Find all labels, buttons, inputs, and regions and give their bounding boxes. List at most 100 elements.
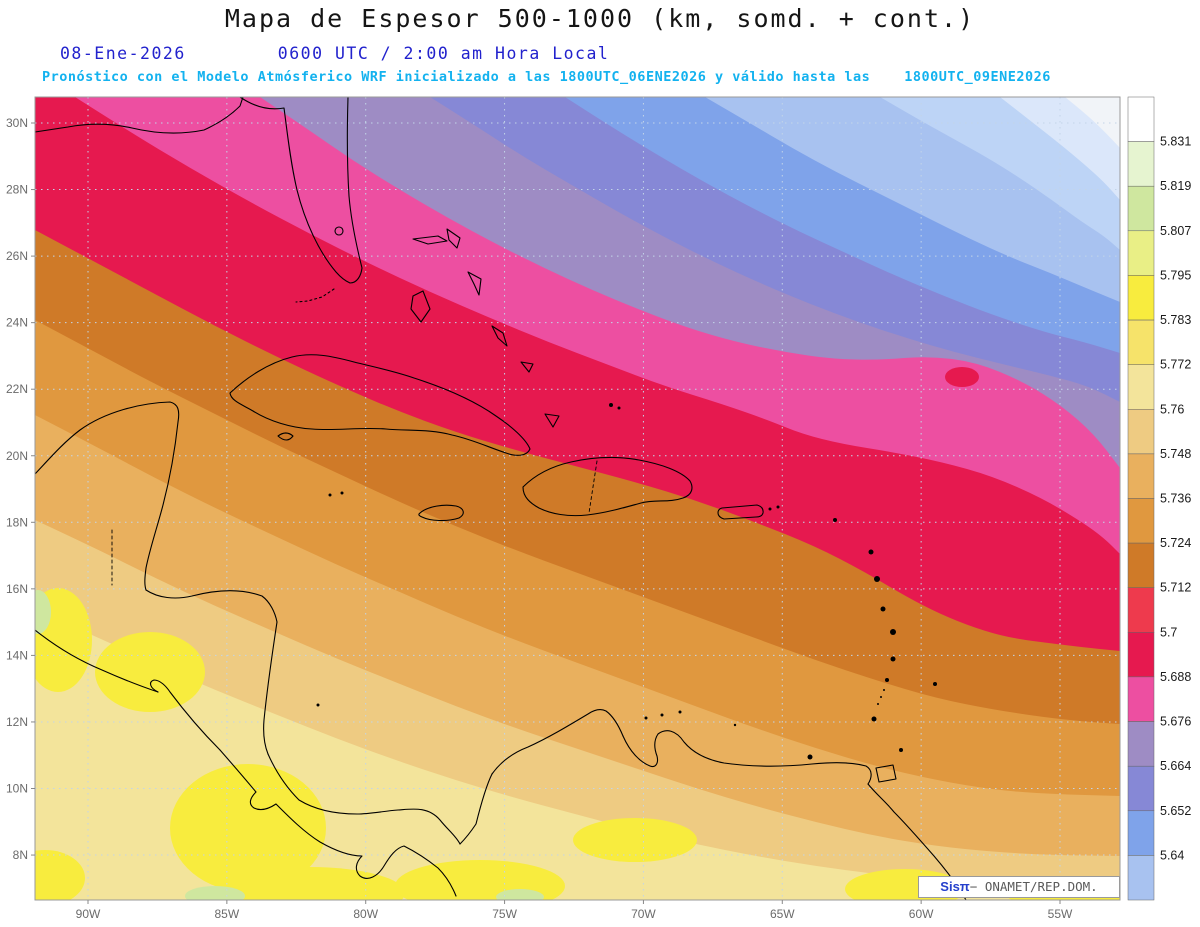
island-dot: [933, 682, 937, 686]
coastline: [520, 361, 534, 373]
watermark-separator: −: [969, 879, 985, 894]
watermark-box: Sisπ− ONAMET/REP.DOM.: [918, 876, 1120, 898]
colorbar-segment: [1127, 542, 1155, 588]
coastline: [544, 413, 560, 428]
lat-tick-label: 30N: [6, 116, 28, 130]
coastline: [717, 504, 764, 520]
grid-lines: [35, 97, 1120, 900]
yellow-patch: [170, 764, 326, 892]
thickness-shading: [35, 97, 1120, 900]
lat-tick-label: 12N: [6, 715, 28, 729]
colorbar-segment: [1127, 409, 1155, 455]
coastline: [446, 228, 461, 249]
coastline: [875, 764, 897, 783]
colorbar-segment: [1127, 364, 1155, 410]
island-dot: [644, 716, 648, 720]
coastline: [522, 456, 693, 517]
colorbar-segment: [1127, 185, 1155, 232]
green-patch: [185, 886, 245, 900]
colorbar-tick-label: 5.688: [1160, 670, 1191, 684]
lon-tick-label: 70W: [631, 907, 656, 921]
coastline: [149, 679, 221, 751]
colorbar-segment: [1127, 632, 1155, 678]
coastlines: [35, 97, 967, 900]
lat-tick-label: 18N: [6, 515, 28, 529]
coastline: [263, 621, 278, 755]
island-dot: [807, 754, 813, 760]
colorbar-segment: [1127, 498, 1155, 544]
haiti-dr-border: [588, 460, 598, 514]
coastline: [35, 401, 180, 475]
coastline: [491, 325, 508, 347]
forecast-text: Pronóstico con el Modelo Atmósferico WRF…: [42, 69, 871, 85]
date-time-line: 08-Ene-2026 0600 UTC / 2:00 am Hora Local: [0, 44, 1200, 63]
island-dot: [776, 505, 780, 509]
yellow-patch: [95, 632, 205, 712]
colorbar-tick-label: 5.736: [1160, 492, 1191, 506]
coastline: [35, 97, 244, 134]
island-dot: [316, 703, 320, 707]
plot-frame: [34, 96, 1121, 901]
island-dot: [678, 710, 682, 714]
colorbar-segment: [1127, 721, 1155, 767]
yellow-patch: [395, 860, 565, 900]
island-dot: [868, 549, 874, 555]
coastline: [145, 589, 278, 623]
lat-tick-label: 22N: [6, 382, 28, 396]
coastline: [412, 235, 448, 245]
lon-tick-label: 65W: [770, 907, 795, 921]
island-dot: [617, 406, 621, 410]
small-islands: [316, 403, 937, 760]
island-dot: [833, 518, 837, 522]
watermark-agency: ONAMET/REP.DOM.: [984, 879, 1098, 894]
colorbar-tick-label: 5.772: [1160, 358, 1191, 372]
coastline: [219, 749, 457, 897]
coastline: [410, 290, 431, 323]
lon-tick-label: 90W: [76, 907, 101, 921]
colorbar-tick-label: 5.676: [1160, 715, 1191, 729]
colorbar-tick-label: 5.7: [1160, 625, 1177, 639]
colorbar-segment: [1127, 230, 1155, 276]
lon-tick-label: 60W: [909, 907, 934, 921]
island-dot: [768, 507, 772, 511]
colorbar-segment: [1127, 810, 1155, 856]
coastline: [418, 504, 464, 522]
valid-date: 08-Ene-2026: [60, 44, 186, 63]
colorbar-tick-label: 5.652: [1160, 804, 1191, 818]
green-patch: [35, 590, 51, 634]
forecast-valid-until: 1800UTC_09ENE2026: [904, 69, 1051, 85]
colorbar-segment: [1127, 676, 1155, 722]
colorbar-tick-label: 5.76: [1160, 402, 1184, 416]
island-dot: [874, 576, 880, 582]
island-dot: [871, 716, 877, 722]
island-dot: [890, 656, 896, 662]
colorbar-segment: [1127, 275, 1155, 321]
watermark-brand: Sisπ: [940, 879, 970, 894]
island-dot: [899, 748, 903, 752]
island-dot: [883, 689, 885, 691]
green-patch: [496, 889, 544, 900]
lon-tick-label: 80W: [353, 907, 378, 921]
coastline: [277, 432, 294, 441]
lon-tick-label: 75W: [492, 907, 517, 921]
yellow-patch: [35, 588, 92, 692]
colorbar-tick-label: 5.748: [1160, 447, 1191, 461]
forecast-line: Pronóstico con el Modelo Atmósferico WRF…: [0, 69, 1200, 85]
island-dot: [880, 606, 886, 612]
colorbar-segment: [1127, 855, 1155, 901]
lat-tick-label: 10N: [6, 782, 28, 796]
colorbar-tick-label: 5.64: [1160, 848, 1184, 862]
yellow-patch: [35, 850, 85, 900]
valid-time: 0600 UTC / 2:00 am Hora Local: [277, 44, 610, 63]
yellow-patch: [215, 867, 405, 900]
coastline: [491, 709, 624, 775]
lon-tick-label: 55W: [1048, 907, 1073, 921]
coastline: [229, 354, 531, 456]
colorbar-tick-label: 5.724: [1160, 536, 1191, 550]
lat-tick-label: 26N: [6, 249, 28, 263]
colorbar-tick-label: 5.664: [1160, 759, 1191, 773]
island-dot: [340, 491, 344, 495]
colorbar-segment: [1127, 141, 1155, 187]
